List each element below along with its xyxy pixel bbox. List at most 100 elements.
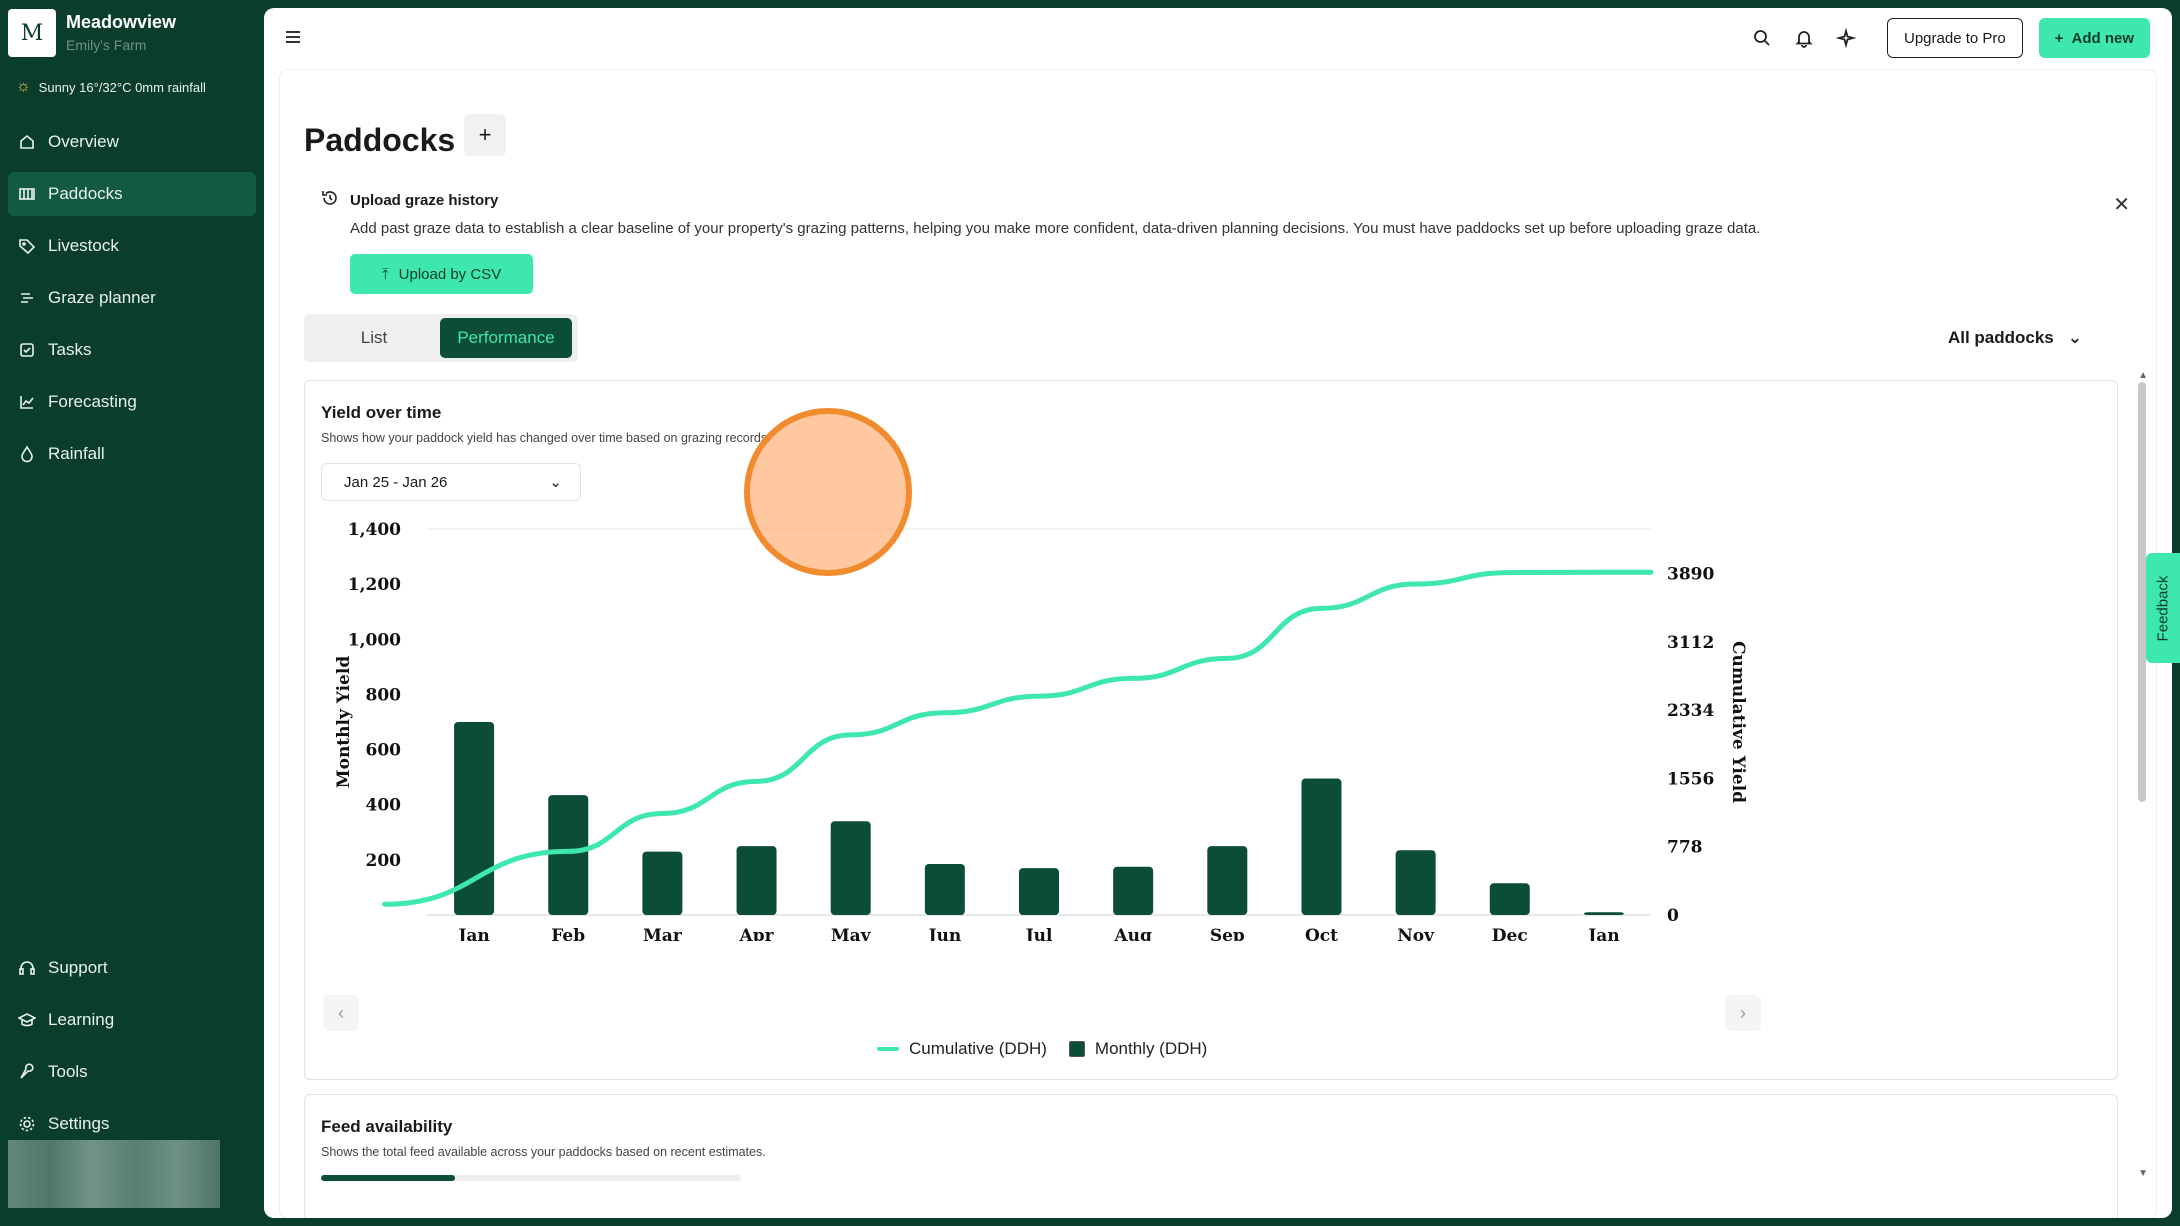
sidebar-item-support[interactable]: Support bbox=[8, 946, 256, 990]
sidebar-item-label: Settings bbox=[48, 1114, 110, 1133]
sidebar-item-label: Tools bbox=[48, 1062, 88, 1081]
chart-bar bbox=[1395, 850, 1436, 915]
y2-tick-label: 778 bbox=[1667, 838, 1703, 858]
cumulative-line bbox=[382, 569, 1654, 907]
scroll-down-icon[interactable]: ▼ bbox=[2138, 1168, 2148, 1179]
feed-progress-fill bbox=[321, 1175, 456, 1181]
x-tick-label: Jan bbox=[456, 926, 489, 941]
chart-bar bbox=[1207, 846, 1248, 915]
banner-text: Add past graze data to establish a clear… bbox=[350, 220, 1761, 237]
sidebar-item-graze-planner[interactable]: Graze planner bbox=[8, 276, 256, 320]
sidebar-item-label: Livestock bbox=[48, 236, 119, 255]
sidebar-item-label: Graze planner bbox=[48, 288, 156, 307]
y2-tick-label: 3112 bbox=[1667, 633, 1714, 653]
add-paddock-button[interactable]: + bbox=[464, 114, 506, 156]
sidebar-item-learning[interactable]: Learning bbox=[8, 998, 256, 1042]
sparkles-icon[interactable] bbox=[1833, 25, 1859, 51]
chart-bar bbox=[924, 863, 965, 915]
date-range-select[interactable]: Jan 25 - Jan 26 ⌄ bbox=[321, 463, 581, 501]
sidebar-item-tools[interactable]: Tools bbox=[8, 1050, 256, 1094]
scrollbar-thumb[interactable] bbox=[2138, 382, 2146, 802]
add-new-button[interactable]: + Add new bbox=[2038, 18, 2150, 58]
legend-item-cumulative[interactable]: Cumulative (DDH) bbox=[877, 1039, 1047, 1059]
x-tick-label: Apr bbox=[739, 926, 775, 941]
feed-card-title: Feed availability bbox=[321, 1117, 453, 1136]
headset-icon bbox=[18, 959, 36, 977]
feedback-tab[interactable]: Feedback bbox=[2146, 553, 2180, 663]
sidebar-item-tasks[interactable]: Tasks bbox=[8, 328, 256, 372]
yield-card-subtitle: Shows how your paddock yield has changed… bbox=[321, 431, 771, 445]
chart-bar bbox=[548, 795, 589, 915]
chart-bar bbox=[1113, 866, 1154, 915]
paddocks-icon bbox=[18, 185, 36, 203]
click-indicator bbox=[744, 408, 912, 576]
search-icon[interactable] bbox=[1749, 25, 1775, 51]
tag-icon bbox=[18, 237, 36, 255]
checkbox-icon bbox=[18, 341, 36, 359]
y2-tick-label: 0 bbox=[1667, 906, 1679, 926]
sun-icon: ☼ bbox=[16, 78, 31, 95]
menu-icon[interactable] bbox=[282, 26, 304, 48]
history-icon bbox=[320, 188, 340, 208]
scroll-up-icon[interactable]: ▲ bbox=[2138, 370, 2148, 381]
user-avatar[interactable] bbox=[8, 1140, 220, 1208]
chart-bar bbox=[642, 851, 683, 915]
banner-title: Upload graze history bbox=[350, 192, 499, 209]
page-content: Paddocks + Upload graze history Add past… bbox=[280, 70, 2156, 1218]
weather-summary: ☼ Sunny 16°/32°C 0mm rainfall bbox=[16, 78, 206, 96]
bell-icon[interactable] bbox=[1791, 25, 1817, 51]
gear-icon bbox=[18, 1115, 36, 1133]
paddock-filter-label: All paddocks bbox=[1947, 328, 2054, 347]
x-tick-label: Feb bbox=[551, 926, 585, 941]
chart-bar bbox=[1489, 883, 1530, 915]
brand[interactable]: M Meadowview Emily's Farm bbox=[8, 8, 256, 58]
y-tick-label: 800 bbox=[366, 685, 402, 705]
chart-bar bbox=[1583, 912, 1624, 915]
brand-name: Meadowview bbox=[66, 11, 177, 32]
y-tick-label: 1,200 bbox=[348, 575, 401, 595]
x-tick-label: Nov bbox=[1397, 926, 1435, 941]
upload-icon: ⤒ bbox=[382, 265, 389, 283]
sidebar-item-paddocks[interactable]: Paddocks bbox=[8, 172, 256, 216]
sidebar-item-rainfall[interactable]: Rainfall bbox=[8, 432, 256, 476]
feed-card: Feed availability Shows the total feed a… bbox=[304, 1094, 2118, 1218]
home-icon bbox=[18, 133, 36, 151]
main-panel: Upgrade to Pro + Add new Paddocks + Uplo… bbox=[264, 8, 2172, 1218]
sidebar-nav: Overview Paddocks Livestock Graze planne… bbox=[8, 120, 256, 484]
chevron-left-icon[interactable]: ‹ bbox=[323, 995, 359, 1031]
paddock-filter[interactable]: All paddocks ⌄ bbox=[1948, 328, 2082, 348]
legend-swatch-line bbox=[877, 1047, 899, 1051]
chevron-down-icon: ⌄ bbox=[2067, 328, 2082, 347]
chart-line-icon bbox=[18, 393, 36, 411]
x-tick-label: Sep bbox=[1210, 926, 1245, 941]
y-tick-label: 400 bbox=[366, 796, 402, 816]
y2-tick-label: 2334 bbox=[1667, 701, 1714, 721]
chevron-right-icon[interactable]: › bbox=[1725, 995, 1761, 1031]
y-tick-label: 1,000 bbox=[348, 630, 401, 650]
tab-list[interactable]: List bbox=[360, 328, 388, 347]
x-tick-label: Jul bbox=[1024, 926, 1053, 941]
chart-legend: Cumulative (DDH) Monthly (DDH) bbox=[877, 1039, 1207, 1059]
date-range-value: Jan 25 - Jan 26 bbox=[344, 473, 448, 491]
sidebar-item-label: Tasks bbox=[48, 340, 92, 359]
weather-text: Sunny 16°/32°C 0mm rainfall bbox=[38, 79, 206, 95]
y2-tick-label: 1556 bbox=[1667, 769, 1714, 789]
feed-card-subtitle: Shows the total feed available across yo… bbox=[321, 1145, 766, 1159]
legend-item-monthly[interactable]: Monthly (DDH) bbox=[1068, 1039, 1208, 1059]
chart-bar bbox=[454, 722, 495, 915]
legend-label: Monthly (DDH) bbox=[1094, 1039, 1208, 1058]
topbar: Upgrade to Pro + Add new bbox=[264, 8, 2172, 68]
tab-performance[interactable]: Performance bbox=[440, 318, 572, 358]
sidebar-item-settings[interactable]: Settings bbox=[8, 1102, 256, 1146]
sidebar-item-livestock[interactable]: Livestock bbox=[8, 224, 256, 268]
feedback-label: Feedback bbox=[2154, 575, 2172, 641]
chevron-down-icon: ⌄ bbox=[549, 474, 562, 491]
y-tick-label: 600 bbox=[366, 741, 402, 761]
upload-csv-button[interactable]: ⤒ Upload by CSV bbox=[350, 254, 534, 294]
sidebar-item-label: Paddocks bbox=[48, 184, 123, 203]
legend-swatch-bar bbox=[1068, 1041, 1085, 1057]
close-icon[interactable]: ✕ bbox=[2113, 194, 2130, 216]
sidebar-item-forecasting[interactable]: Forecasting bbox=[8, 380, 256, 424]
upgrade-button[interactable]: Upgrade to Pro bbox=[1887, 18, 2023, 58]
sidebar-item-overview[interactable]: Overview bbox=[8, 120, 256, 164]
